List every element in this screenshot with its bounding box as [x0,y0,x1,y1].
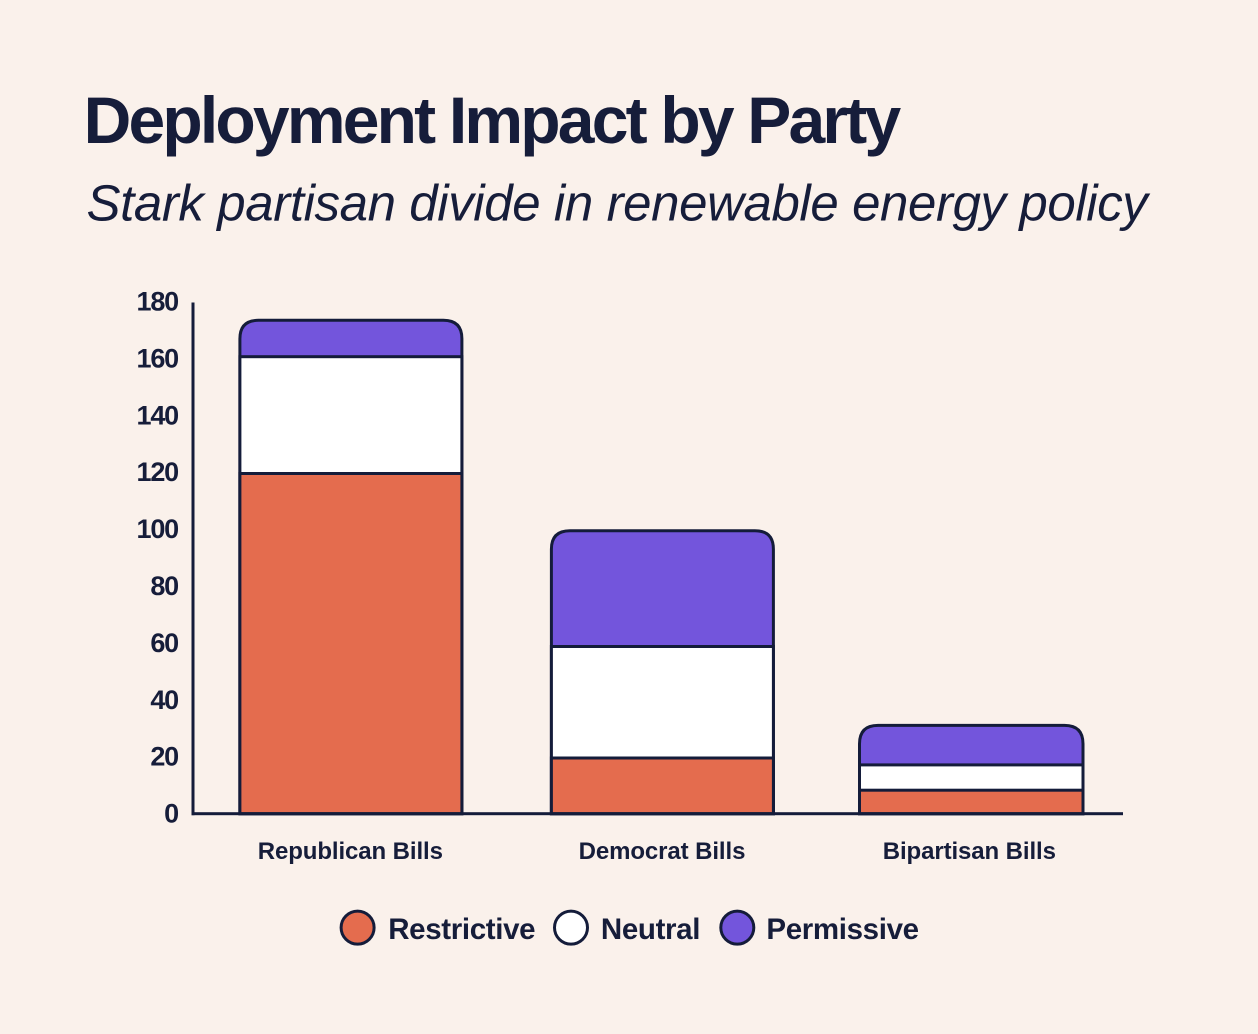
svg-text:140: 140 [137,400,179,430]
svg-text:Deployment Impact by Party: Deployment Impact by Party [84,83,902,157]
svg-text:100: 100 [137,514,179,544]
svg-text:Neutral: Neutral [601,913,700,946]
svg-text:20: 20 [150,742,178,772]
svg-text:Democrat Bills: Democrat Bills [579,838,746,865]
svg-text:40: 40 [150,685,178,715]
svg-text:Bipartisan Bills: Bipartisan Bills [883,838,1056,865]
svg-text:120: 120 [137,457,179,487]
svg-text:Restrictive: Restrictive [388,913,535,946]
svg-text:160: 160 [137,343,179,373]
svg-text:180: 180 [137,287,179,317]
svg-text:Permissive: Permissive [766,913,918,946]
svg-text:Republican Bills: Republican Bills [258,838,443,865]
svg-text:60: 60 [150,628,178,658]
svg-text:Stark partisan divide in renew: Stark partisan divide in renewable energ… [87,175,1152,232]
svg-text:80: 80 [150,571,178,601]
svg-text:0: 0 [164,798,178,828]
